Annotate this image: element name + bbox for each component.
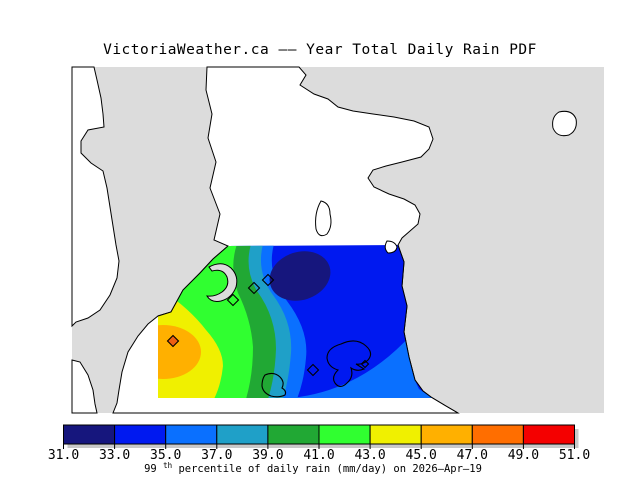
page-title: VictoriaWeather.ca —— Year Total Daily R… — [103, 42, 537, 58]
station-marker — [306, 363, 320, 377]
island-top-right — [552, 110, 577, 137]
station-marker — [226, 293, 240, 307]
tick-label: 43.0 — [354, 448, 385, 463]
colorbar-caption: 99 th percentile of daily rain (mm/day) … — [144, 459, 482, 475]
tick-label: 33.0 — [99, 448, 130, 463]
station-marker — [261, 273, 275, 287]
caption-text: percentile of daily rain (mm/day) on 202… — [178, 463, 481, 475]
contour-band-31-33-minimum — [269, 251, 331, 301]
colorbar-segment — [522, 424, 576, 445]
contour-band-45-47-maximum — [158, 325, 201, 379]
shore-blob-outline — [261, 372, 287, 398]
tick-label: 39.0 — [252, 448, 283, 463]
caption-superscript: th — [163, 461, 172, 470]
tick-label: 47.0 — [457, 448, 488, 463]
colorbar-segment — [318, 424, 371, 445]
tick-label: 31.0 — [48, 448, 79, 463]
colorbar: 31.0 33.0 35.0 37.0 39.0 41.0 43.0 45.0 … — [48, 424, 590, 475]
station-marker — [360, 359, 370, 369]
lake-outline — [326, 340, 372, 388]
bay-pocket — [206, 263, 238, 302]
tick-label: 37.0 — [201, 448, 232, 463]
contour-band-35-37-southeast — [291, 335, 432, 398]
colorbar-ticks — [63, 444, 575, 449]
island-mid-channel — [315, 200, 332, 237]
map — [71, 66, 604, 414]
station-marker — [166, 334, 180, 348]
tick-label: 35.0 — [150, 448, 181, 463]
station-markers — [166, 273, 370, 377]
tick-label: 51.0 — [559, 448, 590, 463]
colorbar-segment — [369, 424, 422, 445]
tick-label: 49.0 — [508, 448, 539, 463]
tick-label: 45.0 — [406, 448, 437, 463]
tick-label: 41.0 — [303, 448, 334, 463]
caption-number: 99 — [144, 463, 157, 475]
island-small-northeast — [384, 240, 398, 254]
land-west-shore — [71, 66, 120, 328]
colorbar-segment — [420, 424, 473, 445]
colorbar-segment — [216, 424, 269, 445]
colorbar-segment — [165, 424, 218, 445]
colorbar-segment — [267, 424, 320, 445]
colorbar-segment — [114, 424, 167, 445]
colorbar-segment — [63, 424, 116, 445]
coastline-east-shore — [397, 244, 459, 414]
land-southwest — [71, 359, 98, 414]
colorbar-segment — [471, 424, 524, 445]
colorbar-tick-labels: 31.0 33.0 35.0 37.0 39.0 41.0 43.0 45.0 … — [48, 448, 590, 463]
station-marker — [247, 281, 261, 295]
coastline-inlet-shore — [157, 245, 229, 317]
